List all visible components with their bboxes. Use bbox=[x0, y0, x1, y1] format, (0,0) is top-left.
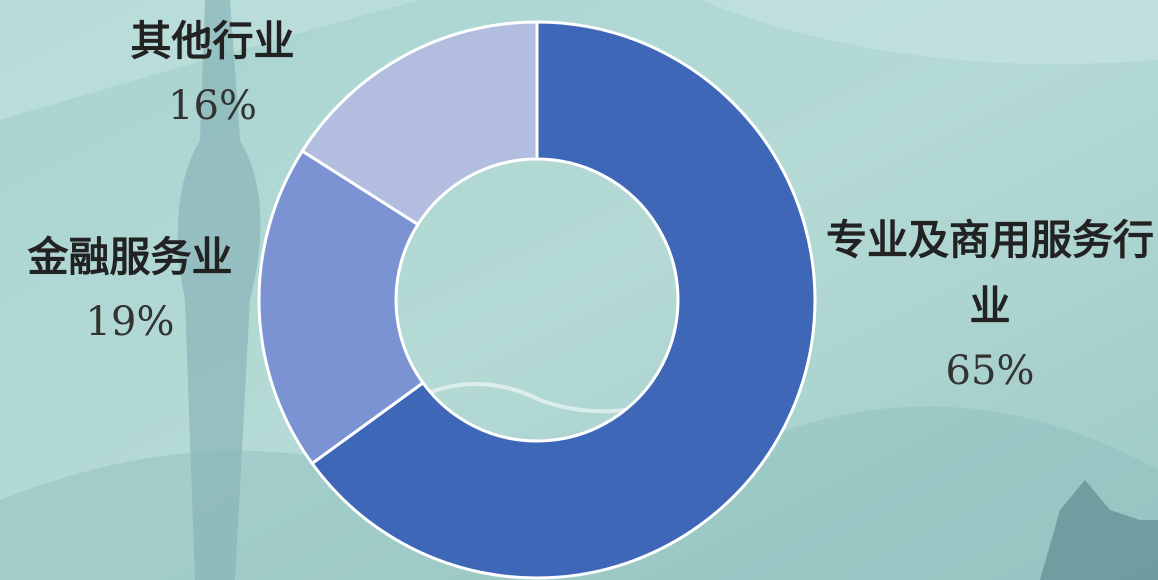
page: (() => { const data = JSON.parse(documen… bbox=[0, 0, 1158, 580]
value-label: 19% bbox=[5, 290, 255, 354]
category-label: 其他行业 bbox=[85, 8, 340, 74]
category-label: 金融服务业 bbox=[5, 224, 255, 290]
value-label: 16% bbox=[85, 74, 340, 138]
category-label: 专业及商用服务行业 bbox=[825, 207, 1155, 339]
value-label: 65% bbox=[825, 339, 1155, 403]
